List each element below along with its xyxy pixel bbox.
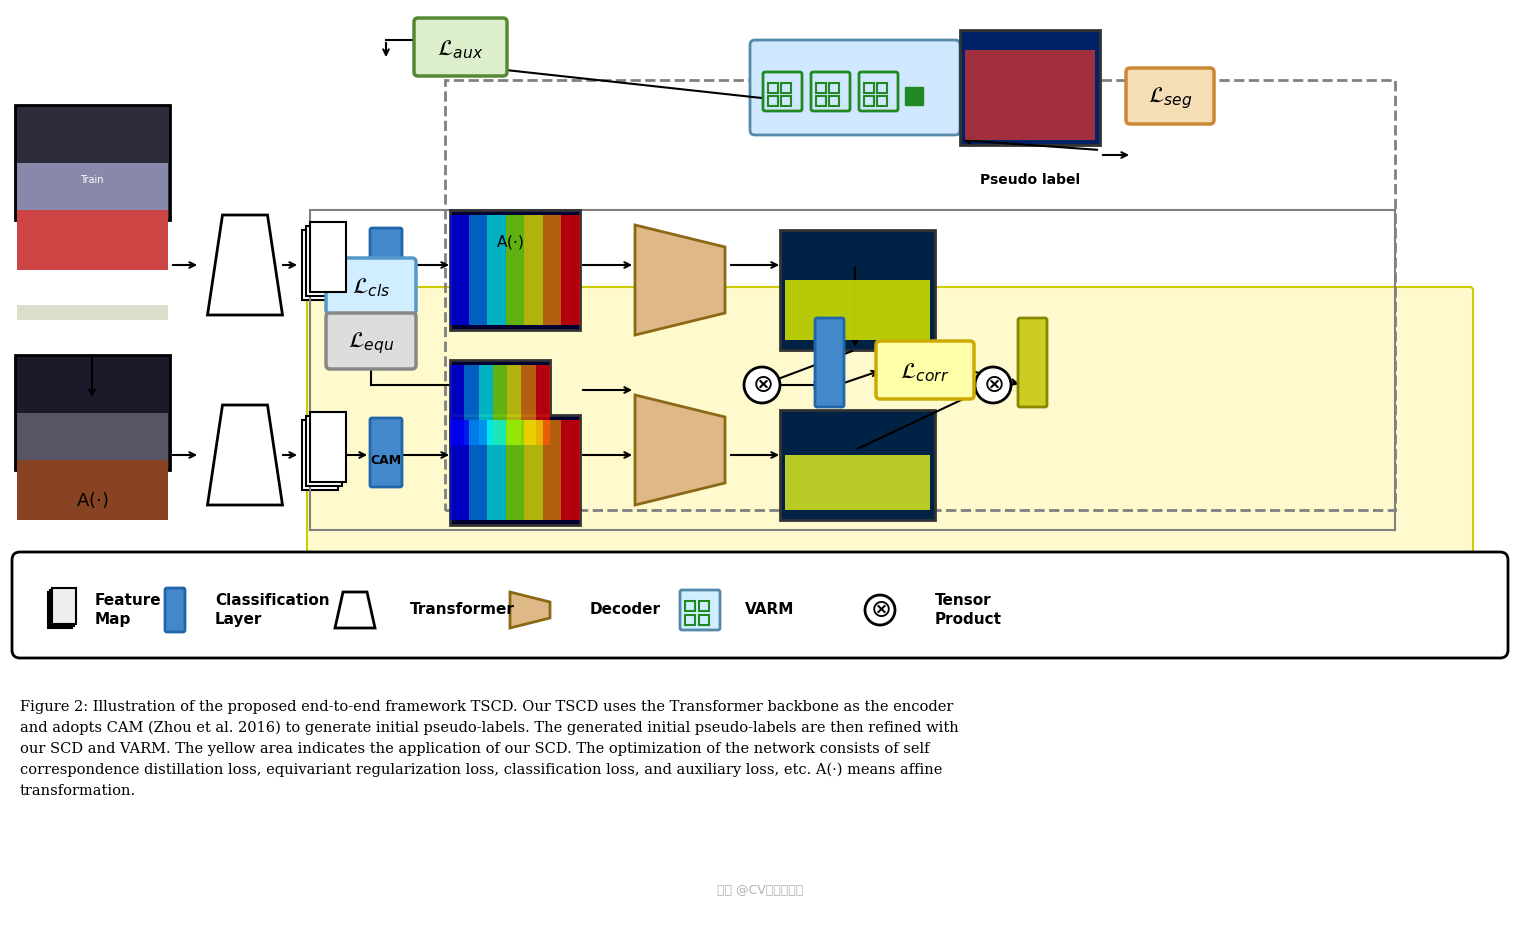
FancyBboxPatch shape	[17, 163, 169, 218]
Text: Tensor
Product: Tensor Product	[935, 592, 1002, 627]
FancyBboxPatch shape	[506, 215, 524, 325]
FancyBboxPatch shape	[904, 87, 923, 105]
FancyBboxPatch shape	[524, 420, 543, 520]
FancyBboxPatch shape	[50, 590, 74, 626]
FancyBboxPatch shape	[15, 355, 170, 470]
FancyBboxPatch shape	[302, 420, 337, 490]
Text: Pseudo label: Pseudo label	[980, 173, 1081, 187]
FancyBboxPatch shape	[464, 365, 479, 445]
FancyBboxPatch shape	[17, 460, 169, 520]
FancyBboxPatch shape	[535, 365, 550, 445]
FancyBboxPatch shape	[307, 287, 1473, 563]
FancyBboxPatch shape	[450, 365, 464, 445]
FancyBboxPatch shape	[369, 418, 401, 487]
FancyBboxPatch shape	[306, 226, 342, 296]
Polygon shape	[208, 215, 283, 315]
Text: $\mathcal{L}_{cls}$: $\mathcal{L}_{cls}$	[351, 277, 391, 299]
FancyBboxPatch shape	[468, 215, 486, 325]
Text: Feature
Map: Feature Map	[94, 592, 161, 627]
Text: Transformer: Transformer	[410, 603, 515, 618]
Text: $\mathcal{L}_{equ}$: $\mathcal{L}_{equ}$	[348, 330, 394, 356]
Text: CAM: CAM	[371, 453, 401, 466]
FancyBboxPatch shape	[17, 305, 169, 320]
Text: $\mathcal{L}_{seg}$: $\mathcal{L}_{seg}$	[1148, 85, 1192, 110]
FancyBboxPatch shape	[1018, 318, 1047, 407]
FancyBboxPatch shape	[450, 415, 581, 525]
FancyBboxPatch shape	[876, 341, 974, 399]
FancyBboxPatch shape	[166, 588, 185, 632]
Text: VARM: VARM	[745, 603, 795, 618]
FancyBboxPatch shape	[859, 72, 898, 111]
FancyBboxPatch shape	[486, 215, 506, 325]
FancyBboxPatch shape	[450, 215, 468, 325]
FancyBboxPatch shape	[17, 413, 169, 468]
FancyBboxPatch shape	[325, 258, 416, 314]
Circle shape	[865, 595, 895, 625]
Text: Figure 2: Illustration of the proposed end-to-end framework TSCD. Our TSCD uses : Figure 2: Illustration of the proposed e…	[20, 700, 959, 798]
FancyBboxPatch shape	[450, 210, 581, 330]
Text: CAM: CAM	[371, 264, 401, 276]
Text: Train: Train	[81, 175, 103, 185]
FancyBboxPatch shape	[561, 215, 581, 325]
FancyBboxPatch shape	[479, 365, 492, 445]
FancyBboxPatch shape	[325, 313, 416, 369]
Text: $\otimes$: $\otimes$	[752, 373, 772, 397]
FancyBboxPatch shape	[780, 230, 935, 350]
FancyBboxPatch shape	[543, 215, 561, 325]
FancyBboxPatch shape	[450, 360, 550, 450]
FancyBboxPatch shape	[965, 50, 1094, 140]
Text: Classification
Layer: Classification Layer	[214, 592, 330, 627]
FancyBboxPatch shape	[1126, 68, 1214, 124]
Text: $\otimes$: $\otimes$	[869, 598, 891, 622]
Circle shape	[743, 367, 780, 403]
Text: 知乎 @CV计算机视觉: 知乎 @CV计算机视觉	[717, 883, 803, 897]
Text: A($\cdot$): A($\cdot$)	[76, 490, 108, 510]
FancyBboxPatch shape	[543, 420, 561, 520]
Circle shape	[974, 367, 1011, 403]
FancyBboxPatch shape	[679, 590, 720, 630]
FancyBboxPatch shape	[815, 318, 844, 407]
FancyBboxPatch shape	[450, 420, 468, 520]
FancyBboxPatch shape	[763, 72, 803, 111]
FancyBboxPatch shape	[12, 552, 1508, 658]
FancyBboxPatch shape	[780, 410, 935, 520]
Polygon shape	[635, 225, 725, 335]
FancyBboxPatch shape	[17, 210, 169, 270]
Polygon shape	[208, 405, 283, 505]
FancyBboxPatch shape	[561, 420, 581, 520]
FancyBboxPatch shape	[15, 105, 170, 220]
FancyBboxPatch shape	[310, 222, 347, 292]
Polygon shape	[334, 592, 375, 628]
Text: $\otimes$: $\otimes$	[982, 373, 1003, 397]
FancyBboxPatch shape	[306, 416, 342, 486]
Text: A($\cdot$): A($\cdot$)	[496, 233, 524, 251]
FancyBboxPatch shape	[310, 412, 347, 482]
FancyBboxPatch shape	[784, 455, 930, 510]
FancyBboxPatch shape	[302, 230, 337, 300]
FancyBboxPatch shape	[524, 215, 543, 325]
FancyBboxPatch shape	[49, 592, 71, 628]
Text: $\mathcal{L}_{aux}$: $\mathcal{L}_{aux}$	[436, 39, 483, 61]
FancyBboxPatch shape	[492, 365, 508, 445]
Text: Decoder: Decoder	[590, 603, 661, 618]
FancyBboxPatch shape	[749, 40, 961, 135]
FancyBboxPatch shape	[508, 365, 521, 445]
FancyBboxPatch shape	[413, 18, 508, 76]
Polygon shape	[511, 592, 550, 628]
Text: $\mathcal{L}_{corr}$: $\mathcal{L}_{corr}$	[900, 362, 950, 385]
FancyBboxPatch shape	[486, 420, 506, 520]
FancyBboxPatch shape	[468, 420, 486, 520]
Polygon shape	[635, 395, 725, 505]
FancyBboxPatch shape	[812, 72, 850, 111]
FancyBboxPatch shape	[961, 30, 1100, 145]
FancyBboxPatch shape	[369, 228, 401, 297]
FancyBboxPatch shape	[52, 588, 76, 624]
FancyBboxPatch shape	[784, 280, 930, 340]
FancyBboxPatch shape	[521, 365, 535, 445]
FancyBboxPatch shape	[506, 420, 524, 520]
